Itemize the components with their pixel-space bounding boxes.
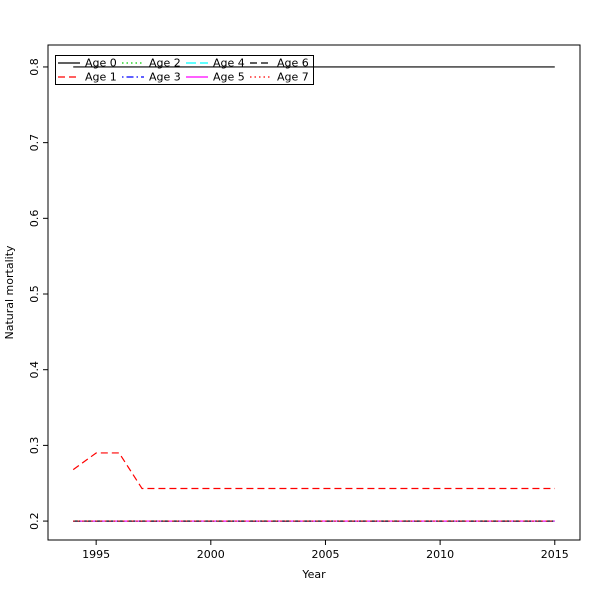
legend-label: Age 0 [85, 57, 117, 70]
legend-label: Age 5 [213, 71, 245, 84]
x-tick-label: 2005 [311, 548, 339, 561]
x-tick-label: 2010 [426, 548, 454, 561]
x-tick-label: 2015 [541, 548, 569, 561]
legend-entry: Age 0 [58, 57, 117, 70]
legend-entry: Age 5 [186, 71, 245, 84]
legend-entry: Age 3 [122, 71, 181, 84]
y-tick-label: 0.8 [28, 58, 41, 76]
y-tick-label: 0.5 [28, 285, 41, 303]
y-tick-label: 0.2 [28, 512, 41, 530]
legend-entry: Age 6 [250, 57, 309, 70]
legend-label: Age 1 [85, 71, 117, 84]
y-tick-label-group: 0.2 [28, 512, 41, 530]
legend-box [55, 55, 314, 85]
y-tick-label-group: 0.8 [28, 58, 41, 76]
y-tick-label-group: 0.6 [28, 210, 41, 228]
y-tick-label: 0.6 [28, 210, 41, 228]
y-tick-label-group: 0.3 [28, 437, 41, 455]
y-tick-label: 0.3 [28, 437, 41, 455]
x-axis-label: Year [301, 568, 326, 581]
y-tick-label-group: 0.4 [28, 361, 41, 379]
x-tick-label: 2000 [197, 548, 225, 561]
plot-box [47, 44, 581, 541]
series-line-age-1 [72, 452, 555, 490]
legend-label: Age 3 [149, 71, 181, 84]
y-tick-label: 0.4 [28, 361, 41, 379]
legend-entry: Age 7 [250, 71, 309, 84]
legend-label: Age 4 [213, 57, 245, 70]
y-tick-label-group: 0.7 [28, 134, 41, 152]
legend-entry: Age 4 [186, 57, 245, 70]
legend-entry: Age 2 [122, 57, 181, 70]
legend-label: Age 7 [277, 71, 309, 84]
legend-label: Age 6 [277, 57, 309, 70]
x-tick-label: 1995 [82, 548, 110, 561]
legend-label: Age 2 [149, 57, 181, 70]
y-axis-label: Natural mortality [3, 245, 16, 340]
y-axis-label-group: Natural mortality [3, 245, 16, 340]
y-tick-label: 0.7 [28, 134, 41, 152]
legend-entry: Age 1 [58, 71, 117, 84]
y-tick-label-group: 0.5 [28, 285, 41, 303]
